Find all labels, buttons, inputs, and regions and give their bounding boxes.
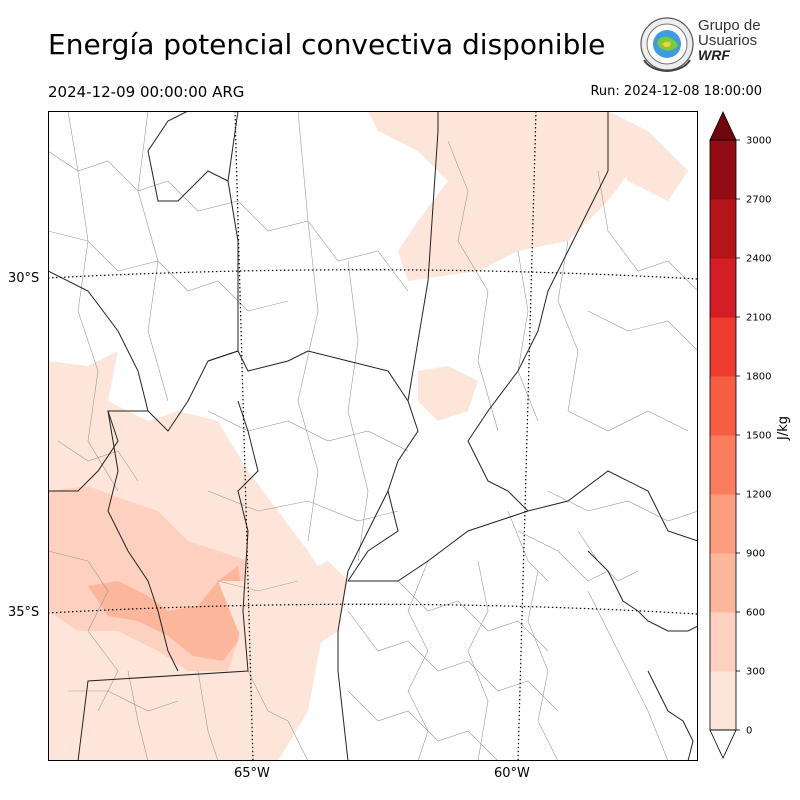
province-borders [48, 111, 698, 761]
run-time-label: Run: 2024-12-08 18:00:00 [590, 84, 762, 99]
wrf-users-group-logo [640, 17, 694, 72]
lon-label-60w: 60°W [494, 766, 530, 781]
logo-line-1: Grupo de [698, 17, 761, 34]
colorbar-segment [710, 494, 736, 554]
graticule-lat-35S [48, 603, 698, 615]
colorbar-tick-label: 3000 [746, 136, 771, 147]
logo-text: Grupo de Usuarios WRF [698, 18, 761, 63]
graticule-lon-60W [517, 111, 537, 761]
colorbar-unit-label: J/kg [776, 416, 791, 440]
colorbar-segment [710, 258, 736, 318]
department-borders [48, 111, 698, 761]
colorbar-segment [710, 553, 736, 613]
cape-band-600-900 [88, 566, 243, 661]
cape-band-0-300-north [368, 111, 648, 281]
cape-band-0-300-east-edge [608, 131, 688, 201]
colorbar-tick-label: 900 [746, 549, 765, 560]
cape-shading [48, 111, 688, 761]
colorbar-tick-label: 300 [746, 667, 765, 678]
cape-band-0-300-centre [218, 561, 348, 651]
colorbar-segment [710, 376, 736, 436]
colorbar-tick-label: 2100 [746, 313, 771, 324]
colorbar-extend-min [709, 729, 737, 759]
coastline [587, 550, 698, 761]
colorbar-segment [710, 140, 736, 200]
colorbar-segment [710, 435, 736, 495]
lat-label-35s: 35°S [8, 605, 40, 620]
colorbar-tick-label: 1800 [746, 372, 771, 383]
graticule-lat-30S [48, 269, 698, 280]
cape-band-0-300-north-west [418, 366, 478, 421]
colorbar-tick-label: 0 [746, 726, 752, 737]
colorbar-segment [710, 317, 736, 377]
graticule-lon-65W [234, 111, 254, 761]
graticule [48, 111, 698, 761]
colorbar-tick-label: 1200 [746, 490, 771, 501]
colorbar-tick-label: 2700 [746, 195, 771, 206]
colorbar-tick-label: 2400 [746, 254, 771, 265]
map-title: Energía potencial convectiva disponible [48, 28, 606, 61]
colorbar-tick-label: 600 [746, 608, 765, 619]
logo-line-2: Usuarios [698, 32, 758, 49]
colorbar-segment [710, 671, 736, 731]
lon-label-65w: 65°W [234, 766, 270, 781]
lat-label-30s: 30°S [8, 271, 40, 286]
logo-line-3: WRF [698, 47, 730, 63]
valid-time-label: 2024-12-09 00:00:00 ARG [48, 83, 245, 101]
colorbar-segment [710, 612, 736, 672]
colorbar-extend-max [709, 111, 737, 141]
colorbar-segment [710, 199, 736, 259]
colorbar: 0 300 600 900 1200 1500 1800 2100 2400 2700 3000 [709, 111, 771, 759]
cape-map [48, 111, 698, 761]
colorbar-tick-label: 1500 [746, 431, 771, 442]
logo-seal [640, 17, 694, 72]
